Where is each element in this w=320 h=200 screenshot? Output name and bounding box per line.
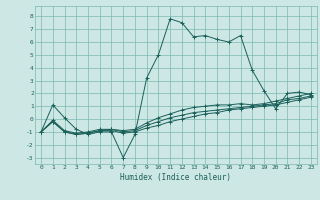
X-axis label: Humidex (Indice chaleur): Humidex (Indice chaleur)	[121, 173, 231, 182]
